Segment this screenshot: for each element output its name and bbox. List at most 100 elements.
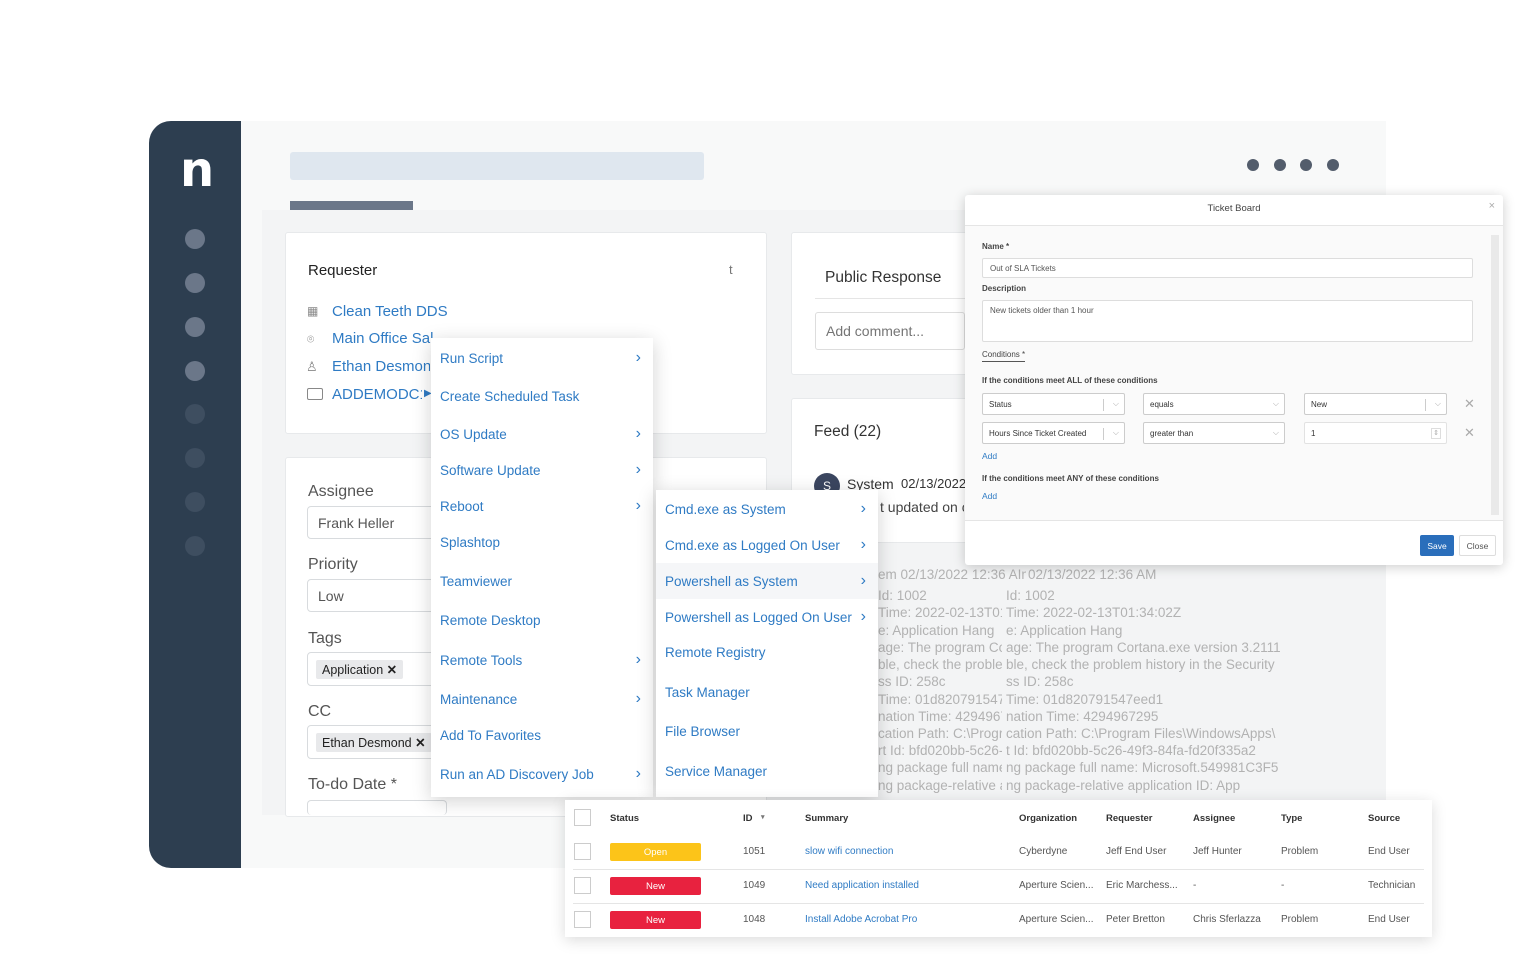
ticket-summary-link[interactable]: slow wifi connection <box>805 846 894 857</box>
modal-scrollbar[interactable] <box>1491 235 1499 515</box>
cell-requester: Peter Bretton <box>1106 914 1165 925</box>
menu-item-label: Splashtop <box>440 534 501 550</box>
condition-value-input[interactable]: 1 ⇕ <box>1304 422 1447 444</box>
feed-line-fragment: ss ID: 258c <box>878 674 946 689</box>
todo-date-field[interactable] <box>307 800 447 815</box>
condition-operator-value: equals <box>1150 399 1174 409</box>
chevron-down-icon: ⌵ <box>1272 399 1279 408</box>
play-icon[interactable]: ▶ <box>424 388 432 399</box>
menu-item[interactable]: Powershell as Logged On User › <box>656 599 878 635</box>
assignee-field[interactable]: Frank Heller <box>307 506 447 539</box>
menu-item[interactable]: Reboot › <box>431 488 653 524</box>
sidebar-nav-item[interactable] <box>185 273 205 293</box>
column-header[interactable]: Organization <box>1019 813 1078 824</box>
menu-item[interactable]: Remote Tools › <box>431 642 653 678</box>
organization-link[interactable]: Clean Teeth DDS <box>332 303 448 320</box>
sidebar-nav-item[interactable] <box>185 536 205 556</box>
menu-item[interactable]: Splashtop <box>431 524 653 560</box>
column-header[interactable]: Status <box>610 813 640 824</box>
location-link[interactable]: Main Office Sal-- <box>332 330 444 347</box>
row-checkbox[interactable] <box>574 911 591 928</box>
menu-item[interactable]: Service Manager <box>656 753 878 789</box>
column-header[interactable]: Source <box>1368 813 1401 824</box>
menu-item[interactable]: Run an AD Discovery Job › <box>431 756 653 792</box>
remove-cc-icon[interactable]: ✕ <box>415 735 426 750</box>
condition-operator-select[interactable]: greater than ⌵ <box>1143 422 1285 444</box>
condition-value-select[interactable]: New ⌵ <box>1304 393 1447 415</box>
menu-item[interactable]: Teamviewer <box>431 563 653 599</box>
close-button[interactable]: Close <box>1459 535 1496 556</box>
column-header[interactable]: Type <box>1281 813 1303 824</box>
menu-item[interactable]: Create Scheduled Task <box>431 378 653 414</box>
menu-item[interactable]: Remote Registry <box>656 634 878 670</box>
select-all-checkbox[interactable] <box>574 809 591 826</box>
add-any-condition-link[interactable]: Add <box>982 491 998 501</box>
menu-item[interactable]: Remote Desktop <box>431 602 653 638</box>
menu-item[interactable]: Maintenance › <box>431 681 653 717</box>
column-header[interactable]: Requester <box>1106 813 1153 824</box>
sidebar-nav-item[interactable] <box>185 361 205 381</box>
sidebar-nav-item[interactable] <box>185 492 205 512</box>
menu-item-label: Reboot <box>440 498 484 514</box>
menu-item-label: Remote Registry <box>665 644 766 660</box>
feed-line-fragment: ng package-relative a <box>878 778 1002 793</box>
chevron-down-icon: ⌵ <box>1112 399 1119 408</box>
menu-item[interactable]: Powershell as System › <box>656 563 878 599</box>
add-all-condition-link[interactable]: Add <box>982 451 998 461</box>
description-textarea[interactable]: New tickets older than 1 hour <box>982 300 1473 342</box>
condition-field-select[interactable]: Status ⌵ <box>982 393 1125 415</box>
menu-item[interactable]: OS Update › <box>431 416 653 452</box>
menu-item[interactable]: File Browser <box>656 713 878 749</box>
remove-condition-icon[interactable]: ✕ <box>1464 425 1475 440</box>
feed-line-text: nation Time: 4294967295 <box>1006 709 1159 724</box>
device-link[interactable]: ADDEMODC1 <box>332 386 422 403</box>
feed-line-text: Time: 01d820791547eed1 <box>1006 692 1164 707</box>
number-spinner-icon[interactable]: ⇕ <box>1431 427 1441 439</box>
menu-dot-icon[interactable] <box>1327 159 1339 171</box>
sort-desc-icon[interactable]: ▾ <box>761 814 765 821</box>
remove-tag-icon[interactable]: ✕ <box>386 662 398 677</box>
menu-item-label: File Browser <box>665 723 741 739</box>
contact-link[interactable]: Ethan Desmond <box>332 358 430 375</box>
sidebar-nav-item[interactable] <box>185 404 205 424</box>
menu-item[interactable]: Add To Favorites <box>431 717 653 753</box>
row-checkbox[interactable] <box>574 843 591 860</box>
feed-line-fragment: nation Time: 4294967 <box>878 709 1002 724</box>
tickets-table: Status ID Summary Organization Requester Assi… <box>565 800 1432 937</box>
menu-item[interactable]: Run Script › <box>431 340 653 376</box>
menu-item[interactable]: Cmd.exe as Logged On User › <box>656 527 878 563</box>
sidebar-nav-item[interactable] <box>185 448 205 468</box>
cc-field[interactable]: Ethan Desmond ✕ <box>307 725 447 759</box>
ticket-summary-link[interactable]: Need application installed <box>805 880 919 891</box>
feed-line-text: age: The program Cortana.exe version 3.2… <box>1006 640 1281 655</box>
sidebar-nav-item[interactable] <box>185 229 205 249</box>
menu-item[interactable]: Cmd.exe as System › <box>656 491 878 527</box>
column-header[interactable]: Summary <box>805 813 849 824</box>
condition-operator-select[interactable]: equals ⌵ <box>1143 393 1285 415</box>
condition-field-value: Hours Since Ticket Created <box>989 428 1087 438</box>
close-icon[interactable]: × <box>1488 200 1495 212</box>
comment-input[interactable] <box>815 312 965 350</box>
priority-select[interactable]: Low <box>307 579 447 612</box>
feed-snippet: t updated on co <box>880 499 964 515</box>
remove-condition-icon[interactable]: ✕ <box>1464 396 1475 411</box>
menu-item-label: Add To Favorites <box>440 727 542 743</box>
tags-field[interactable]: Application ✕ <box>307 652 447 686</box>
cc-chip: Ethan Desmond ✕ <box>316 732 432 752</box>
sidebar-nav-item[interactable] <box>185 317 205 337</box>
name-input[interactable]: Out of SLA Tickets <box>982 258 1473 278</box>
menu-item[interactable]: Software Update › <box>431 452 653 488</box>
save-button[interactable]: Save <box>1420 535 1454 556</box>
menu-item[interactable]: Task Manager <box>656 674 878 710</box>
menu-dot-icon[interactable] <box>1300 159 1312 171</box>
row-checkbox[interactable] <box>574 877 591 894</box>
column-header[interactable]: ID <box>743 813 753 824</box>
condition-field-select[interactable]: Hours Since Ticket Created ⌵ <box>982 422 1125 444</box>
building-icon: ▦ <box>307 304 319 318</box>
row-divider <box>573 869 1424 870</box>
menu-dot-icon[interactable] <box>1274 159 1286 171</box>
column-header[interactable]: Assignee <box>1193 813 1236 824</box>
menu-dot-icon[interactable] <box>1247 159 1259 171</box>
ticket-summary-link[interactable]: Install Adobe Acrobat Pro <box>805 914 918 925</box>
conditions-tab[interactable]: Conditions * <box>982 350 1026 362</box>
